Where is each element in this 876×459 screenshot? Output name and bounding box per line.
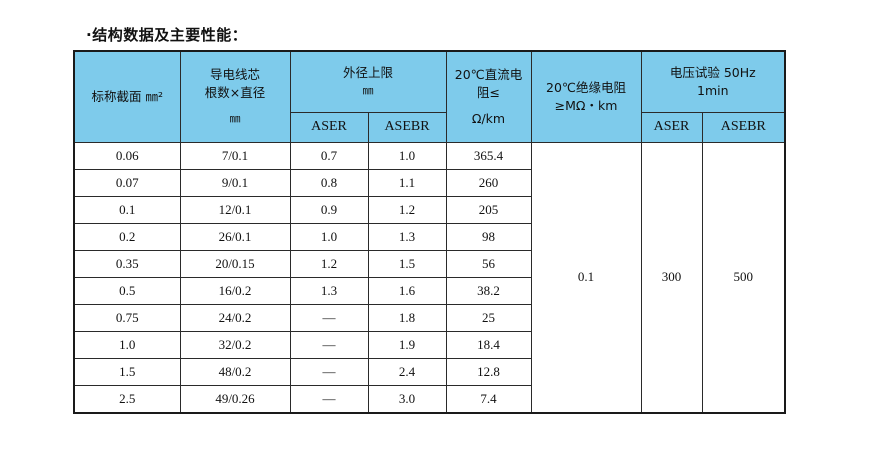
cell-outer-asebr: 1.6 — [367, 276, 447, 305]
cell-outer-asebr: 3.0 — [367, 384, 447, 413]
header-conductor-line1: 导电线芯 — [209, 66, 260, 82]
header-nominal-section: 标称截面 ㎜² — [73, 50, 181, 143]
cell-section: 0.06 — [73, 141, 181, 170]
cell-resistance: 365.4 — [445, 141, 532, 170]
cell-voltage-asebr: 500 — [701, 141, 786, 413]
cell-conductor: 16/0.2 — [179, 276, 291, 305]
cell-conductor: 48/0.2 — [179, 357, 291, 386]
cell-conductor: 24/0.2 — [179, 303, 291, 332]
cell-section: 0.75 — [73, 303, 181, 332]
header-outer-diameter: 外径上限 ㎜ — [289, 50, 447, 113]
header-voltage-line2: 1min — [697, 82, 729, 98]
cell-conductor: 32/0.2 — [179, 330, 291, 359]
cell-outer-asebr: 1.1 — [367, 168, 447, 197]
cell-outer-asebr: 1.5 — [367, 249, 447, 278]
table-row: 2.5 49/0.26 — 3.0 7.4 — [73, 384, 785, 413]
header-insulation-resistance: 20℃绝缘电阻 ≥MΩ・km — [530, 50, 642, 143]
cell-section: 0.35 — [73, 249, 181, 278]
cell-voltage-aser: 300 — [640, 141, 703, 413]
cell-outer-asebr: 1.0 — [367, 141, 447, 170]
table-row: 0.1 12/0.1 0.9 1.2 205 — [73, 195, 785, 224]
table-row: 0.75 24/0.2 — 1.8 25 — [73, 303, 785, 332]
header-row-bottom: ASER ASEBR ASER ASEBR — [74, 111, 786, 143]
cell-section: 1.0 — [73, 330, 181, 359]
cell-conductor: 49/0.26 — [179, 384, 291, 413]
cell-outer-asebr: 1.3 — [367, 222, 447, 251]
header-voltage-test: 电压试验 50Hz 1min — [640, 50, 786, 113]
header-dc-resistance: 20℃直流电 阻≤ Ω/km — [445, 50, 532, 143]
cell-outer-aser: — — [289, 384, 369, 413]
header-conductor: 导电线芯 根数×直径 ㎜ — [179, 50, 291, 143]
header-nominal-section-label: 标称截面 ㎜² — [91, 88, 164, 104]
cell-outer-aser: — — [289, 303, 369, 332]
table-row: 1.0 32/0.2 — 1.9 18.4 — [73, 330, 785, 359]
cell-insulation-resistance: 0.1 — [530, 141, 642, 413]
header-conductor-line2: 根数×直径 — [204, 84, 266, 100]
header-voltage-line1: 电压试验 50Hz — [669, 64, 756, 80]
cell-outer-aser: — — [289, 357, 369, 386]
cell-section: 2.5 — [73, 384, 181, 413]
header-outer-diameter-unit: ㎜ — [362, 83, 374, 97]
header-dc-resistance-line2: 阻≤ — [477, 84, 500, 100]
cell-section: 0.07 — [73, 168, 181, 197]
cell-conductor: 12/0.1 — [179, 195, 291, 224]
table-row: 0.06 7/0.1 0.7 1.0 365.4 0.1 300 500 — [73, 141, 786, 413]
header-conductor-unit: ㎜ — [229, 111, 241, 125]
header-outer-diameter-title: 外径上限 — [343, 64, 394, 80]
cell-outer-aser: 1.0 — [289, 222, 369, 251]
table-row: 1.5 48/0.2 — 2.4 12.8 — [73, 357, 785, 386]
cell-outer-aser: 1.3 — [289, 276, 369, 305]
cell-outer-asebr: 1.2 — [367, 195, 447, 224]
cell-resistance: 12.8 — [445, 357, 532, 386]
cell-conductor: 26/0.1 — [179, 222, 291, 251]
cell-resistance: 205 — [445, 195, 532, 224]
cell-resistance: 7.4 — [445, 384, 532, 413]
table-row: 0.35 20/0.15 1.2 1.5 56 — [73, 249, 785, 278]
cell-section: 1.5 — [73, 357, 181, 386]
cell-outer-aser: 0.8 — [289, 168, 369, 197]
cell-outer-aser: 1.2 — [289, 249, 369, 278]
cell-resistance: 18.4 — [445, 330, 532, 359]
spec-table: 标称截面 ㎜² 导电线芯 根数×直径 ㎜ 外径上限 ㎜ 20℃直流电 阻≤ Ω/… — [73, 50, 787, 414]
header-voltage-asebr: ASEBR — [701, 111, 786, 143]
table-row: 0.5 16/0.2 1.3 1.6 38.2 — [73, 276, 785, 305]
cell-resistance: 38.2 — [445, 276, 532, 305]
cell-outer-asebr: 1.9 — [367, 330, 447, 359]
cell-resistance: 260 — [445, 168, 532, 197]
header-outer-asebr: ASEBR — [367, 111, 447, 143]
table-body: 0.06 7/0.1 0.7 1.0 365.4 0.1 300 500 0.0… — [73, 141, 786, 413]
cell-section: 0.5 — [73, 276, 181, 305]
cell-section: 0.2 — [73, 222, 181, 251]
cell-conductor: 7/0.1 — [179, 141, 291, 170]
header-row-top: 标称截面 ㎜² 导电线芯 根数×直径 ㎜ 外径上限 ㎜ 20℃直流电 阻≤ Ω/… — [73, 50, 786, 143]
cell-outer-aser: — — [289, 330, 369, 359]
header-dc-resistance-line1: 20℃直流电 — [454, 66, 523, 82]
table-row: 0.07 9/0.1 0.8 1.1 260 — [73, 168, 785, 197]
cell-resistance: 25 — [445, 303, 532, 332]
header-insulation-line1: 20℃绝缘电阻 — [546, 79, 626, 95]
cell-resistance: 98 — [445, 222, 532, 251]
cell-outer-aser: 0.7 — [289, 141, 369, 170]
cell-outer-asebr: 2.4 — [367, 357, 447, 386]
header-outer-aser: ASER — [289, 111, 369, 143]
cell-section: 0.1 — [73, 195, 181, 224]
header-voltage-aser: ASER — [640, 111, 703, 143]
cell-outer-aser: 0.9 — [289, 195, 369, 224]
cell-conductor: 9/0.1 — [179, 168, 291, 197]
section-title: ·结构数据及主要性能： — [86, 26, 248, 44]
table-header: 标称截面 ㎜² 导电线芯 根数×直径 ㎜ 外径上限 ㎜ 20℃直流电 阻≤ Ω/… — [73, 50, 786, 143]
table-row: 0.2 26/0.1 1.0 1.3 98 — [73, 222, 785, 251]
header-insulation-line2: ≥MΩ・km — [554, 97, 618, 113]
header-dc-resistance-unit: Ω/km — [471, 110, 506, 126]
cell-outer-asebr: 1.8 — [367, 303, 447, 332]
cell-resistance: 56 — [445, 249, 532, 278]
cell-conductor: 20/0.15 — [179, 249, 291, 278]
